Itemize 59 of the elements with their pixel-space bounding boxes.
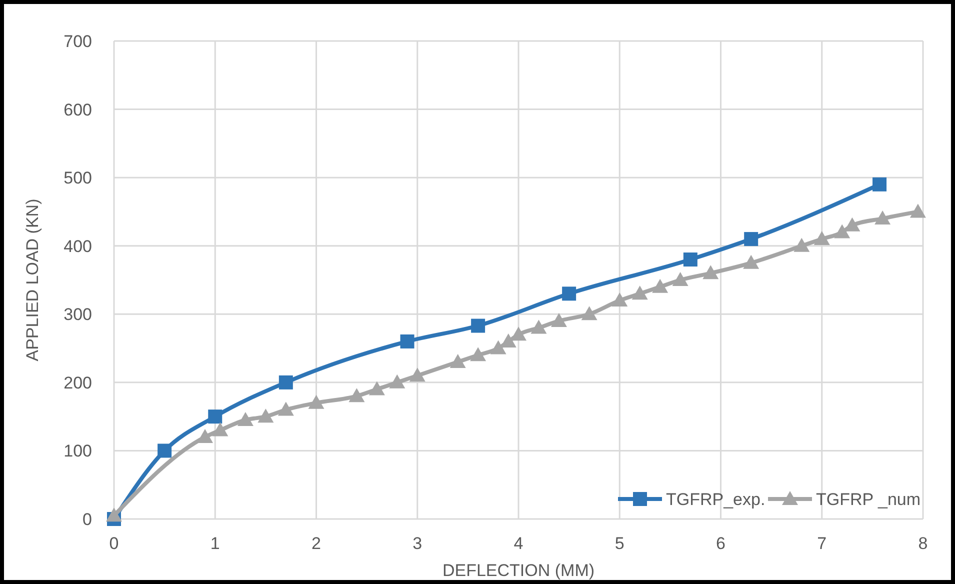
point xyxy=(510,326,526,341)
y-tick-label: 600 xyxy=(64,100,92,120)
point xyxy=(672,272,688,286)
point xyxy=(212,422,228,436)
x-tick-label: 6 xyxy=(716,534,726,553)
point xyxy=(389,374,406,388)
x-tick-label: 1 xyxy=(210,534,220,553)
y-tick-label: 0 xyxy=(82,510,92,529)
point xyxy=(106,508,122,522)
point xyxy=(450,354,466,368)
x-tick-label: 4 xyxy=(514,534,524,553)
y-tick-label: 500 xyxy=(64,168,92,188)
point xyxy=(612,292,628,306)
point xyxy=(490,340,506,354)
y-axis-title: APPLIED LOAD (KN) xyxy=(23,198,42,362)
y-tick-label: 400 xyxy=(64,236,92,256)
point xyxy=(471,318,486,333)
x-tick-label: 8 xyxy=(918,534,928,553)
point xyxy=(562,286,576,301)
point xyxy=(581,306,598,320)
point xyxy=(743,254,760,269)
point xyxy=(278,375,293,390)
point xyxy=(550,312,567,327)
y-tick-label: 700 xyxy=(64,32,92,51)
point xyxy=(348,388,365,402)
legend-label: TGFRP _num xyxy=(816,490,921,509)
point xyxy=(834,224,850,238)
point xyxy=(874,210,891,225)
point xyxy=(872,177,887,192)
point xyxy=(794,238,810,252)
point xyxy=(814,231,830,246)
point xyxy=(237,412,254,426)
point xyxy=(208,410,222,424)
point xyxy=(400,334,414,348)
x-tick-label: 2 xyxy=(312,534,321,553)
point xyxy=(158,444,172,458)
point xyxy=(652,278,668,293)
point xyxy=(258,408,274,423)
y-tick-label: 300 xyxy=(64,305,92,324)
y-tick-label: 200 xyxy=(64,373,92,392)
point xyxy=(683,252,698,267)
point xyxy=(910,204,926,218)
point xyxy=(530,320,547,334)
legend-label: TGFRP_exp. xyxy=(666,490,766,509)
y-tick-label: 100 xyxy=(64,442,92,461)
point xyxy=(197,429,214,444)
point xyxy=(308,394,324,409)
point xyxy=(278,402,294,416)
x-tick-label: 3 xyxy=(412,534,422,553)
point xyxy=(368,381,385,396)
x-tick-label: 7 xyxy=(817,534,827,553)
x-tick-label: 0 xyxy=(109,534,119,553)
x-axis-title: DEFLECTION (MM) xyxy=(442,561,595,580)
point xyxy=(744,232,758,246)
point xyxy=(470,347,486,362)
x-tick-label: 5 xyxy=(614,534,624,553)
point xyxy=(632,286,648,300)
point xyxy=(702,265,719,280)
point xyxy=(409,368,426,382)
